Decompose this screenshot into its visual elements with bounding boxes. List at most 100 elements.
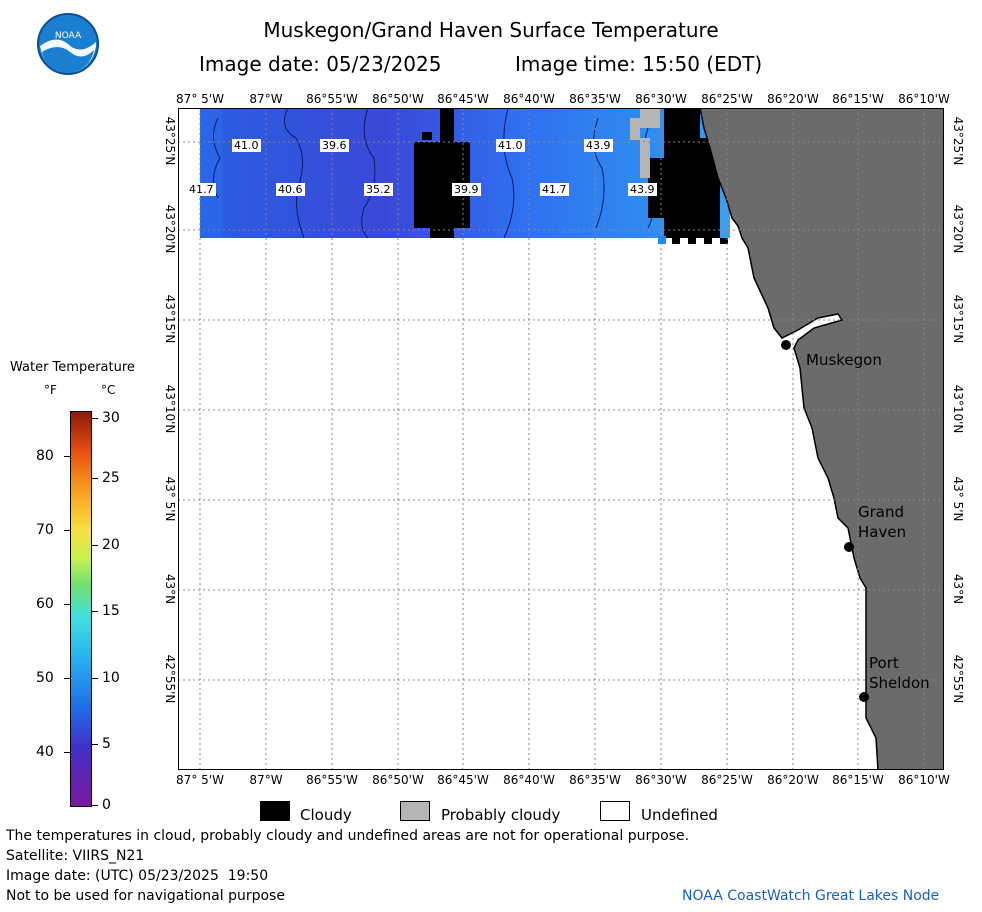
colorbar-f-tick: 80 [36, 448, 54, 464]
longitude-label: 87° 5'W [176, 773, 224, 787]
probably-cloudy-areas [630, 108, 660, 178]
longitude-label: 86°20'W [767, 773, 819, 787]
colorbar-c-tick-mark [92, 418, 98, 419]
latitude-label: 42°55'N [163, 654, 177, 704]
temp-label: 41.7 [540, 183, 569, 196]
latitude-label: 43°15'N [951, 294, 965, 344]
footer-credit-link[interactable]: NOAA CoastWatch Great Lakes Node [682, 888, 940, 904]
longitude-label: 86°10'W [898, 773, 950, 787]
longitude-label: 86°20'W [767, 92, 819, 106]
page-title: Muskegon/Grand Haven Surface Temperature [263, 18, 719, 42]
latitude-labels-left: 43°25'N 43°20'N 43°15'N 43°10'N 43° 5'N 43°N 4… [160, 0, 178, 912]
longitude-label: 86°25'W [701, 92, 753, 106]
colorbar-f-tick: 50 [36, 670, 54, 686]
footer-nav-warning: Not to be used for navigational purpose [6, 888, 285, 904]
longitude-label: 86°55'W [306, 92, 358, 106]
longitude-label: 86°50'W [372, 92, 424, 106]
colorbar-f-tick-mark [64, 678, 70, 679]
longitude-label: 87°W [249, 92, 283, 106]
legend-cloudy-label: Cloudy [300, 806, 352, 824]
colorbar-c-tick-mark [92, 611, 98, 612]
longitude-label: 87° 5'W [176, 92, 224, 106]
temp-label: 41.0 [496, 139, 525, 152]
cloud-fringe [672, 238, 728, 244]
longitude-labels-bottom: 87° 5'W 87°W 86°55'W 86°50'W 86°45'W 86°40'W 8… [0, 773, 982, 789]
colorbar-f-tick: 40 [36, 744, 54, 760]
image-date: Image date: 05/23/2025 [199, 52, 442, 76]
colorbar [70, 411, 92, 807]
muskegon-marker [781, 340, 791, 350]
longitude-label: 86°25'W [701, 773, 753, 787]
legend-undefined-label: Undefined [641, 806, 718, 824]
latitude-label: 43° 5'N [951, 476, 965, 522]
latitude-label: 43°N [163, 573, 177, 605]
colorbar-c-tick-mark [92, 478, 98, 479]
city-muskegon: Muskegon [806, 351, 882, 369]
longitude-label: 86°40'W [503, 92, 555, 106]
colorbar-c-tick: 5 [102, 736, 111, 752]
temp-label: 41.7 [187, 183, 216, 196]
colorbar-c-tick: 20 [102, 537, 120, 553]
legend-cloudy-swatch [260, 801, 290, 821]
longitude-label: 86°50'W [372, 773, 424, 787]
grand-haven-marker [844, 542, 854, 552]
colorbar-c-tick: 30 [102, 410, 120, 426]
colorbar-unit-f: °F [44, 383, 57, 397]
footer-utc-date: Image date: (UTC) 05/23/2025 19:50 [6, 868, 269, 884]
noaa-logo-text: NOAA [55, 31, 82, 41]
latitude-label: 43°10'N [951, 384, 965, 434]
longitude-label: 86°55'W [306, 773, 358, 787]
port-sheldon-marker [859, 692, 869, 702]
longitude-label: 86°30'W [635, 92, 687, 106]
city-port-sheldon-line1: Port [869, 654, 899, 672]
colorbar-f-tick-mark [64, 530, 70, 531]
longitude-label: 86°30'W [635, 773, 687, 787]
temp-label: 39.6 [320, 139, 349, 152]
longitude-label: 86°45'W [437, 92, 489, 106]
colorbar-c-tick: 10 [102, 670, 120, 686]
longitude-label: 86°40'W [503, 773, 555, 787]
latitude-label: 42°55'N [951, 654, 965, 704]
latitude-label: 43°25'N [163, 116, 177, 166]
colorbar-c-tick: 15 [102, 603, 120, 619]
city-grand-haven-line2: Haven [858, 523, 907, 541]
colorbar-f-tick-mark [64, 456, 70, 457]
latitude-label: 43°20'N [163, 204, 177, 254]
latitude-label: 43° 5'N [163, 476, 177, 522]
city-grand-haven-line1: Grand [858, 503, 905, 521]
latitude-label: 43°10'N [163, 384, 177, 434]
latitude-labels-right: 43°25'N 43°20'N 43°15'N 43°10'N 43° 5'N 43°N 4… [944, 0, 970, 912]
image-time: Image time: 15:50 (EDT) [515, 52, 763, 76]
colorbar-f-ticks: 80 70 60 50 40 [0, 0, 70, 912]
colorbar-f-tick: 70 [36, 522, 54, 538]
temp-label: 43.9 [584, 139, 613, 152]
colorbar-title: Water Temperature [10, 360, 135, 375]
temperature-map [178, 108, 944, 770]
longitude-label: 86°35'W [569, 773, 621, 787]
longitude-label: 86°15'W [832, 773, 884, 787]
latitude-label: 43°N [951, 573, 965, 605]
colorbar-unit-c: °C [101, 383, 116, 397]
noaa-logo-icon: NOAA [37, 13, 99, 75]
temp-label: 43.9 [628, 183, 657, 196]
temp-label: 41.0 [232, 139, 261, 152]
footer-satellite: Satellite: VIIRS_N21 [6, 848, 145, 864]
longitude-label: 86°15'W [832, 92, 884, 106]
colorbar-c-tick: 0 [102, 797, 111, 813]
longitude-label: 86°45'W [437, 773, 489, 787]
temp-label: 40.6 [276, 183, 305, 196]
legend-probably-cloudy-label: Probably cloudy [441, 806, 561, 824]
temp-label: 39.9 [452, 183, 481, 196]
colorbar-c-tick-mark [92, 805, 98, 806]
colorbar-c-tick-mark [92, 678, 98, 679]
colorbar-f-tick: 60 [36, 596, 54, 612]
latitude-label: 43°15'N [163, 294, 177, 344]
grid-lines [178, 108, 944, 770]
land-area [699, 108, 944, 770]
longitude-label: 86°35'W [569, 92, 621, 106]
colorbar-c-ticks: 30 25 20 15 10 5 0 [92, 0, 132, 912]
longitude-label: 87°W [249, 773, 283, 787]
colorbar-c-tick: 25 [102, 470, 120, 486]
temp-label: 35.2 [364, 183, 393, 196]
footer-note: The temperatures in cloud, probably clou… [6, 828, 690, 844]
